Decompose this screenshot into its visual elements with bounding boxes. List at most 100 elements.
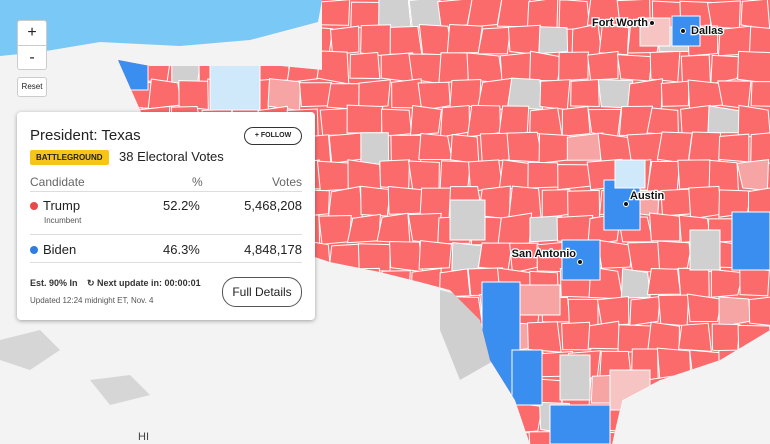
follow-button[interactable]: + FOLLOW [244,127,302,145]
county [466,0,503,28]
county [120,405,153,433]
county [498,159,533,190]
county [169,378,203,408]
county [360,132,390,166]
county [349,322,383,354]
zoom-in[interactable]: + [27,24,37,41]
reset-button[interactable]: Reset [17,77,47,97]
county [346,213,381,244]
county [178,352,210,378]
county-highlight [614,159,646,189]
county [267,78,301,112]
details-button[interactable]: Full Details [222,277,302,307]
county [646,321,680,353]
county [318,325,353,354]
county [177,404,213,435]
county [747,185,770,219]
county [646,268,682,296]
island [90,375,150,405]
county [716,404,753,436]
card-title: President: Texas [30,127,141,144]
county [737,50,770,85]
county [656,131,693,165]
county [138,323,172,354]
county [649,212,681,242]
county [329,352,362,382]
county [718,296,752,328]
county [587,50,619,81]
county [318,214,352,245]
county [737,104,770,139]
county [407,320,442,352]
county [718,133,750,163]
county [477,242,513,271]
county-highlight [519,284,561,316]
county [680,104,712,135]
county [646,160,681,193]
incumbent: Incumbent [44,216,82,225]
county [507,24,542,56]
votes: 5,468,208 [244,198,302,213]
county [410,267,442,299]
county [379,159,411,190]
county [687,131,721,166]
county [648,374,683,407]
county [657,294,690,327]
county [739,266,770,297]
trump-dot [30,202,38,210]
county [710,54,742,85]
county [450,134,480,165]
county [146,402,183,436]
county [646,107,679,136]
candidate: Trump [43,198,81,213]
county [657,240,693,272]
header-cell: Votes [271,175,302,189]
city-dot [623,201,629,207]
table-row: Trump Incumbent 52.2% 5,468,208 [30,198,302,235]
county [680,54,711,84]
county [147,348,182,380]
zoom-out[interactable]: - [18,45,46,70]
county [409,104,443,136]
county [287,375,323,407]
county [630,404,663,431]
county [468,379,502,408]
county [289,323,320,351]
county-highlight [639,17,671,47]
table-row: Biden 46.3% 4,848,178 [30,242,302,263]
county [627,241,663,274]
water [0,0,322,56]
county [349,267,382,299]
county-highlight [511,349,543,406]
county [360,24,392,58]
county [649,50,681,83]
county [388,240,424,273]
county [466,52,504,84]
county [270,402,304,433]
county [298,352,333,382]
county [616,430,650,444]
county [626,132,663,165]
results-card: President: Texas + FOLLOW BATTLEGROUND 3… [17,112,315,320]
county [746,349,770,380]
county [707,105,741,134]
county [169,429,204,444]
county-highlight [549,404,611,444]
county-highlight [561,239,601,281]
updated: Updated 12:24 midnight ET, Nov. 4 [30,296,154,305]
county [380,322,413,351]
city-label: Austin [630,190,665,202]
county [447,404,482,435]
county [446,23,483,54]
county [561,105,591,137]
county [328,132,362,164]
county-highlight [209,54,261,111]
zoom-controls: + - [17,20,47,70]
county [439,160,472,190]
county [710,268,744,298]
county [506,131,544,163]
county [626,78,664,111]
county [226,322,262,350]
county [529,50,563,82]
county [196,323,230,352]
